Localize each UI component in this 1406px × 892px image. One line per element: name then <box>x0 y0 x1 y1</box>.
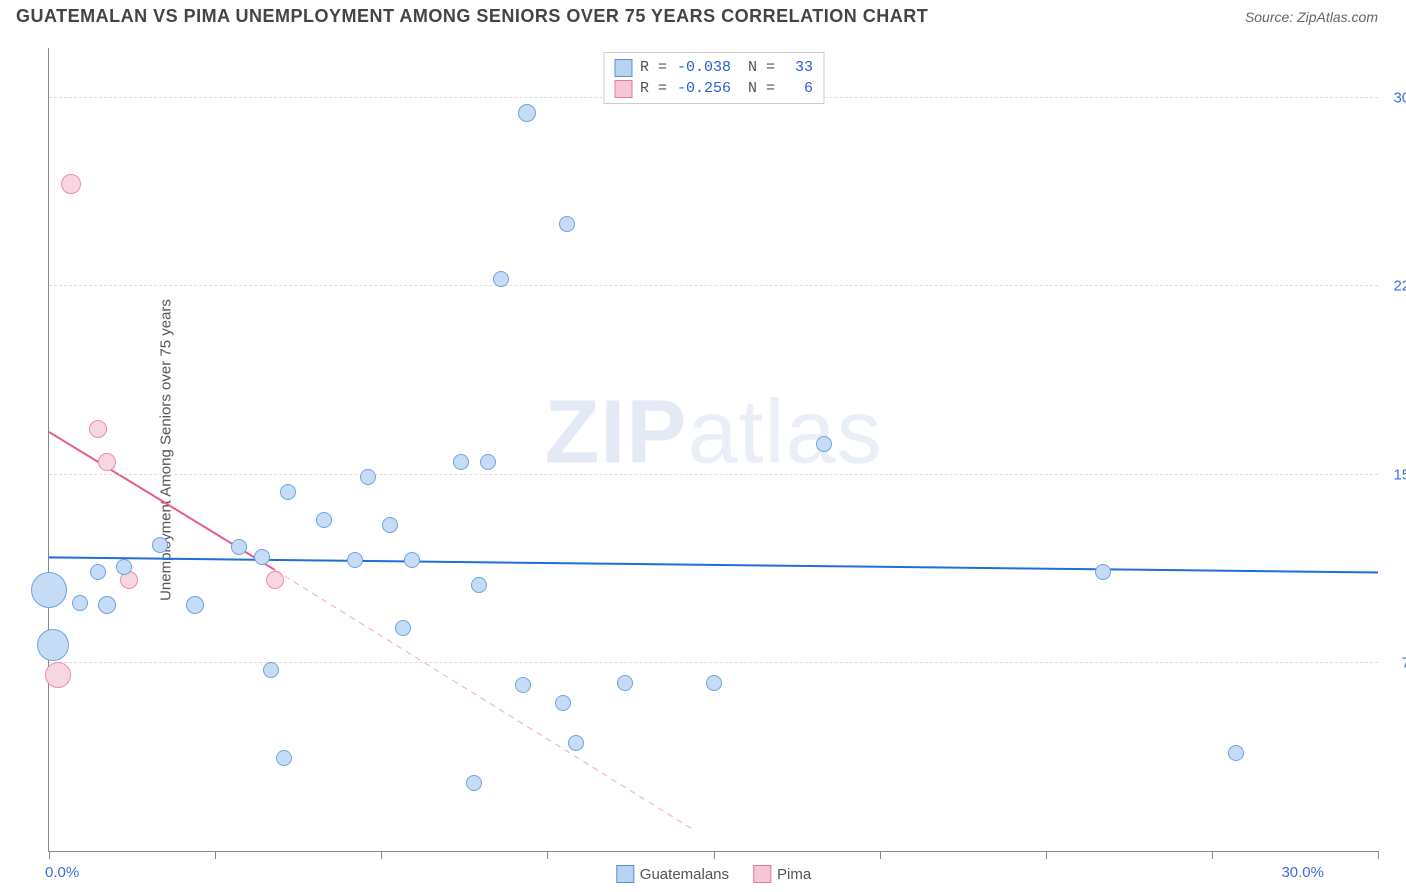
source-label: Source: ZipAtlas.com <box>1245 9 1378 25</box>
legend-series: Guatemalans Pima <box>616 865 811 883</box>
data-point <box>568 735 584 751</box>
n-value-guatemalans: 33 <box>783 57 813 78</box>
r-value-guatemalans: -0.038 <box>675 57 731 78</box>
x-tick <box>880 851 881 859</box>
trend-lines <box>49 48 1378 851</box>
watermark-zip: ZIP <box>544 383 687 483</box>
data-point <box>480 454 496 470</box>
x-tick-label-min: 0.0% <box>45 864 79 881</box>
data-point <box>518 104 536 122</box>
gridline <box>49 474 1378 475</box>
n-value-pima: 6 <box>783 78 813 99</box>
data-point <box>493 271 509 287</box>
watermark: ZIPatlas <box>544 382 882 485</box>
x-tick <box>714 851 715 859</box>
data-point <box>61 174 81 194</box>
data-point <box>116 559 132 575</box>
legend-item-guatemalans: Guatemalans <box>616 865 729 883</box>
data-point <box>276 750 292 766</box>
trend-line <box>49 557 1378 572</box>
x-tick-label-max: 30.0% <box>1281 864 1324 881</box>
y-tick-label: 7.5% <box>1402 654 1406 671</box>
swatch-pima-bottom <box>753 865 771 883</box>
data-point <box>395 620 411 636</box>
legend-label-guatemalans: Guatemalans <box>640 866 729 883</box>
data-point <box>816 436 832 452</box>
swatch-guatemalans <box>614 59 632 77</box>
legend-label-pima: Pima <box>777 866 811 883</box>
data-point <box>347 552 363 568</box>
data-point <box>706 675 722 691</box>
chart-title: GUATEMALAN VS PIMA UNEMPLOYMENT AMONG SE… <box>16 6 928 27</box>
gridline <box>49 662 1378 663</box>
x-tick <box>547 851 548 859</box>
data-point <box>98 453 116 471</box>
data-point <box>280 484 296 500</box>
x-tick <box>1212 851 1213 859</box>
swatch-guatemalans-bottom <box>616 865 634 883</box>
data-point <box>231 539 247 555</box>
data-point <box>186 596 204 614</box>
y-tick-label: 30.0% <box>1393 90 1406 107</box>
r-value-pima: -0.256 <box>675 78 731 99</box>
data-point <box>37 629 69 661</box>
data-point <box>559 216 575 232</box>
x-tick <box>1046 851 1047 859</box>
data-point <box>72 595 88 611</box>
plot-wrap: ZIPatlas Unemployment Among Seniors over… <box>48 48 1378 852</box>
watermark-atlas: atlas <box>687 383 882 483</box>
data-point <box>453 454 469 470</box>
data-point <box>1095 564 1111 580</box>
legend-row-pima: R =-0.256 N =6 <box>614 78 813 99</box>
data-point <box>466 775 482 791</box>
data-point <box>404 552 420 568</box>
x-tick <box>1378 851 1379 859</box>
legend-item-pima: Pima <box>753 865 811 883</box>
data-point <box>515 677 531 693</box>
data-point <box>382 517 398 533</box>
x-tick <box>49 851 50 859</box>
y-tick-label: 15.0% <box>1393 466 1406 483</box>
data-point <box>254 549 270 565</box>
data-point <box>31 572 67 608</box>
data-point <box>266 571 284 589</box>
legend-row-guatemalans: R =-0.038 N =33 <box>614 57 813 78</box>
data-point <box>360 469 376 485</box>
data-point <box>316 512 332 528</box>
legend-correlation: R =-0.038 N =33 R =-0.256 N =6 <box>603 52 824 104</box>
data-point <box>89 420 107 438</box>
data-point <box>98 596 116 614</box>
y-tick-label: 22.5% <box>1393 278 1406 295</box>
trend-line <box>275 570 691 828</box>
data-point <box>471 577 487 593</box>
x-tick <box>215 851 216 859</box>
y-axis-label: Unemployment Among Seniors over 75 years <box>157 299 174 601</box>
x-tick <box>381 851 382 859</box>
data-point <box>152 537 168 553</box>
data-point <box>263 662 279 678</box>
data-point <box>617 675 633 691</box>
data-point <box>555 695 571 711</box>
gridline <box>49 285 1378 286</box>
data-point <box>45 662 71 688</box>
data-point <box>90 564 106 580</box>
plot-area: ZIPatlas Unemployment Among Seniors over… <box>48 48 1378 852</box>
swatch-pima <box>614 80 632 98</box>
data-point <box>1228 745 1244 761</box>
